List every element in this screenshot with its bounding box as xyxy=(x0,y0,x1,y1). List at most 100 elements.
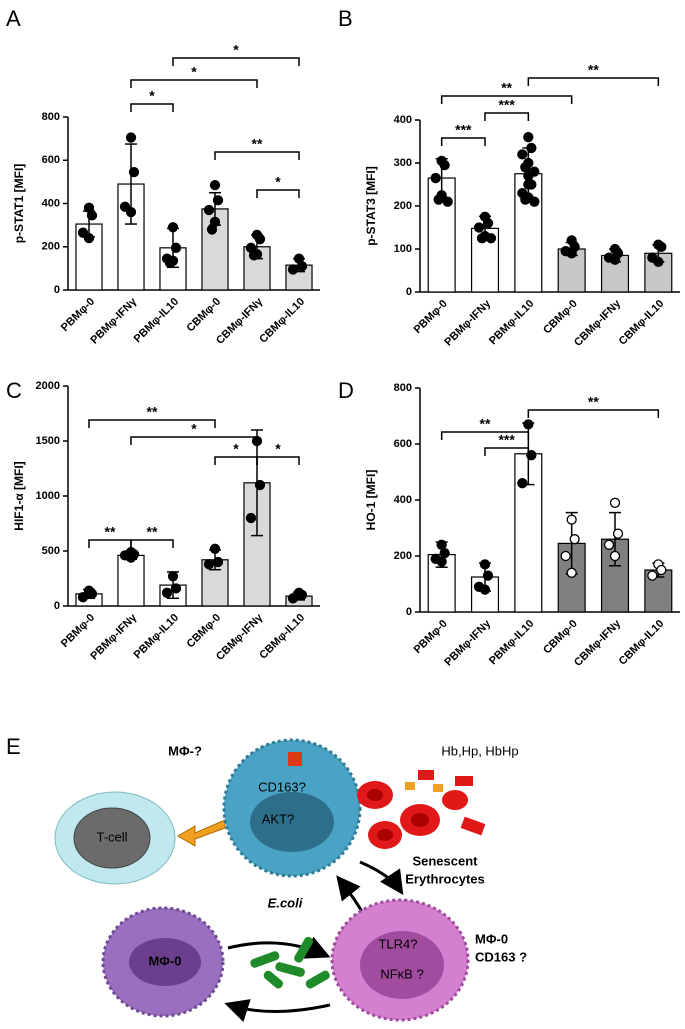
data-point xyxy=(164,257,176,269)
x-tick-label: PBMφ-0 xyxy=(412,618,450,656)
x-tick-label: PBMφ-IL10 xyxy=(132,296,181,345)
x-tick-label: CBMφ-IL10 xyxy=(617,618,667,668)
data-point xyxy=(566,514,577,525)
x-tick-label: PBMφ-0 xyxy=(412,298,450,336)
data-point xyxy=(254,234,266,245)
data-point xyxy=(476,233,488,244)
data-point xyxy=(170,242,182,253)
label: MΦ-0 xyxy=(148,953,181,968)
x-tick-label: CBMφ-0 xyxy=(184,612,223,651)
data-point xyxy=(523,179,534,190)
x-tick-label: CBMφ-0 xyxy=(541,298,580,337)
y-tick-label: 400 xyxy=(394,494,412,506)
y-tick-label: 200 xyxy=(394,200,412,212)
significance-label: ** xyxy=(480,416,491,432)
significance-label: *** xyxy=(455,122,472,138)
significance-label: * xyxy=(233,42,239,58)
significance-bracket xyxy=(172,57,300,66)
significance-label: * xyxy=(149,88,155,104)
y-tick-label: 0 xyxy=(54,600,60,612)
data-point xyxy=(485,233,497,244)
y-tick-label: 200 xyxy=(394,550,412,562)
data-point xyxy=(296,261,308,272)
data-point xyxy=(212,195,224,206)
panel-label: D xyxy=(338,378,354,403)
data-point xyxy=(479,584,491,595)
significance-label: * xyxy=(275,441,281,457)
data-point xyxy=(77,592,89,603)
y-tick-label: 600 xyxy=(42,154,60,166)
data-point xyxy=(83,232,95,244)
arrow xyxy=(224,999,331,1022)
data-point xyxy=(517,149,528,160)
x-tick-label: CBMφ-0 xyxy=(184,296,223,335)
x-tick-label: CBMφ-IFNy xyxy=(572,297,624,349)
data-point xyxy=(245,512,257,524)
y-tick-label: 800 xyxy=(42,111,60,123)
data-point xyxy=(612,528,624,539)
x-tick-label: PBMφ-IFNy xyxy=(442,617,493,668)
data-point xyxy=(209,543,221,554)
significance-label: ** xyxy=(147,404,158,420)
data-point xyxy=(482,218,494,229)
data-point xyxy=(248,250,260,261)
significance-bracket xyxy=(256,456,300,465)
x-tick-label: PBMφ-IFNy xyxy=(442,297,493,348)
y-axis-label: HO-1 [MFI] xyxy=(364,470,378,531)
x-tick-label: CBMφ-0 xyxy=(541,618,580,657)
data-point xyxy=(473,222,485,233)
panel-label: A xyxy=(6,6,21,31)
data-point xyxy=(439,159,450,171)
panel-label: B xyxy=(338,6,353,31)
label: Hb,Hp, HbHp xyxy=(441,743,518,758)
significance-bracket xyxy=(484,112,530,121)
data-point xyxy=(296,589,308,601)
x-tick-label: PBMφ-IL10 xyxy=(487,298,536,347)
label: TLR4? xyxy=(378,936,417,951)
x-tick-label: PBMφ-0 xyxy=(59,612,97,650)
significance-label: *** xyxy=(498,97,515,113)
data-point xyxy=(430,172,441,184)
data-point xyxy=(529,196,540,207)
significance-label: * xyxy=(191,421,197,437)
significance-bracket xyxy=(88,419,216,428)
data-point xyxy=(167,222,179,233)
y-tick-label: 400 xyxy=(394,114,412,126)
x-tick-label: CBMφ-IL10 xyxy=(257,296,307,346)
data-point xyxy=(125,206,137,218)
data-point xyxy=(609,550,621,562)
data-point xyxy=(526,142,537,154)
data-point xyxy=(523,132,534,143)
significance-bracket xyxy=(440,431,530,440)
x-tick-label: PBMφ-IFNγ xyxy=(88,611,139,662)
x-tick-label: PBMφ-IL10 xyxy=(132,612,181,661)
significance-label: * xyxy=(233,441,239,457)
label: Erythrocytes xyxy=(405,871,484,886)
y-tick-label: 500 xyxy=(42,545,60,557)
significance-bracket xyxy=(214,456,258,465)
significance-label: ** xyxy=(105,524,116,540)
data-point xyxy=(433,194,444,205)
significance-label: ** xyxy=(588,394,599,410)
data-point xyxy=(609,497,621,508)
significance-bracket xyxy=(440,137,486,146)
data-point xyxy=(287,264,299,275)
data-point xyxy=(566,248,577,259)
y-tick-label: 200 xyxy=(42,241,60,253)
panel-label: E xyxy=(6,734,21,759)
significance-bracket xyxy=(256,189,300,198)
x-tick-label: CBMφ-IFNy xyxy=(572,617,624,669)
data-point xyxy=(86,210,98,221)
data-point xyxy=(170,583,182,594)
significance-label: * xyxy=(191,64,197,80)
data-point xyxy=(520,162,531,173)
significance-bracket xyxy=(440,95,573,104)
t-cell-label: T-cell xyxy=(96,829,127,844)
y-axis-label: p-STAT1 [MFI] xyxy=(12,164,26,244)
data-point xyxy=(212,556,224,568)
label: CD163? xyxy=(258,779,306,794)
data-point xyxy=(442,196,453,207)
data-point xyxy=(167,571,179,582)
y-tick-label: 1000 xyxy=(36,490,60,502)
y-tick-label: 300 xyxy=(394,157,412,169)
